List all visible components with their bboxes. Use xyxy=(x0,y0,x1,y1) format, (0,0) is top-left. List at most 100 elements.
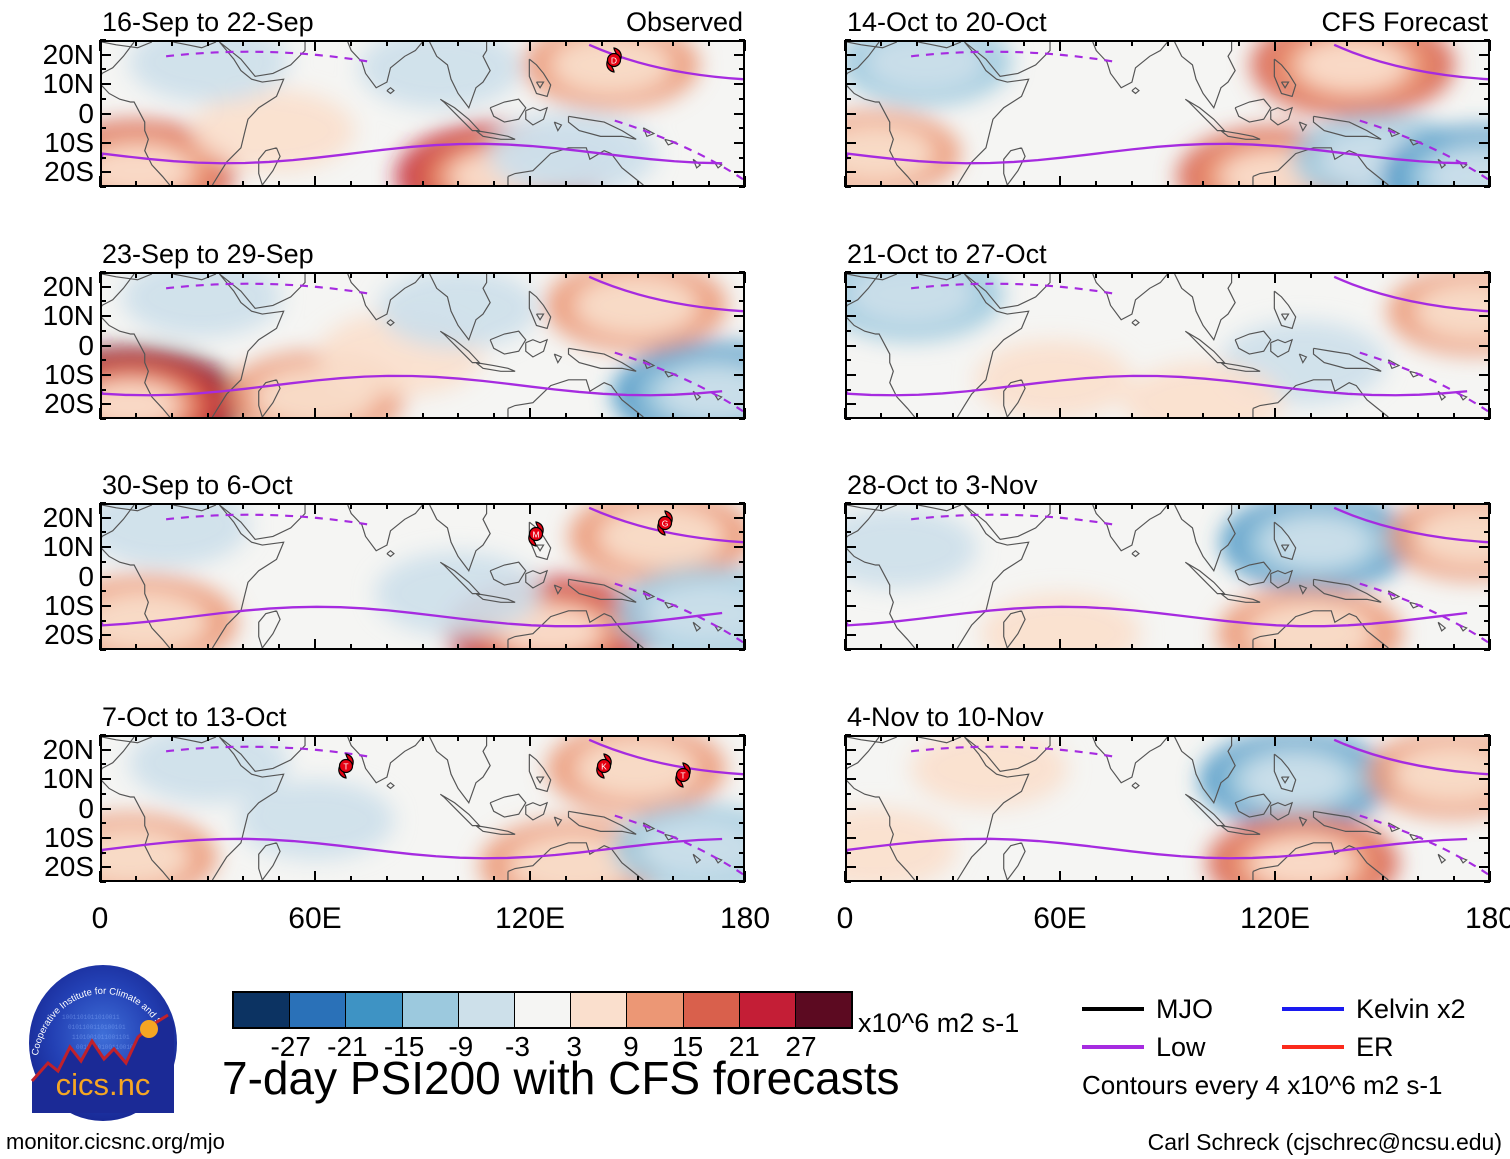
y-axis-label: 20N xyxy=(42,38,94,70)
low-contour-dashed-north xyxy=(910,282,1117,296)
low-contour-dashed-north xyxy=(165,745,372,759)
panel-title-obs-2: 23-Sep to 29-Sep xyxy=(102,239,314,269)
svg-text:K: K xyxy=(601,762,607,772)
axis-tick xyxy=(278,272,281,278)
axis-tick xyxy=(1479,285,1490,288)
svg-text:1101001011001101: 1101001011001101 xyxy=(72,1034,130,1041)
axis-tick xyxy=(1484,68,1490,71)
axis-tick xyxy=(421,876,424,882)
axis-tick xyxy=(493,735,496,741)
axis-tick xyxy=(242,413,245,419)
axis-tick xyxy=(1381,876,1384,882)
x-axis-label: 180 xyxy=(1464,902,1510,935)
axis-tick xyxy=(739,39,745,41)
axis-tick xyxy=(845,516,856,519)
footer-url: monitor.cicsnc.org/mjo xyxy=(6,1129,225,1154)
axis-tick xyxy=(457,40,460,46)
axis-tick xyxy=(1238,181,1241,187)
axis-tick xyxy=(879,644,882,650)
storm-marker-icon: D xyxy=(603,46,625,73)
legend-row: MJO Kelvin x2 xyxy=(1082,990,1502,1028)
axis-tick xyxy=(529,408,531,419)
axis-tick xyxy=(734,575,745,578)
axis-tick xyxy=(734,141,745,144)
axis-tick xyxy=(100,822,106,825)
axis-tick xyxy=(1309,272,1312,278)
low-contour-dashed xyxy=(1359,119,1488,181)
storm-marker-icon: T xyxy=(335,753,357,780)
axis-tick xyxy=(1202,40,1205,46)
axis-tick xyxy=(1274,735,1276,746)
axis-tick xyxy=(1484,329,1490,332)
legend-item-mjo: MJO xyxy=(1082,995,1282,1023)
colorbar-swatch-7 xyxy=(626,993,683,1027)
y-axis-label: 10N xyxy=(42,531,94,563)
low-contour-ne xyxy=(1333,275,1488,313)
y-axis-label: 20S xyxy=(44,388,94,420)
axis-tick xyxy=(672,503,675,509)
axis-tick xyxy=(242,40,245,46)
axis-tick xyxy=(1417,644,1420,650)
axis-tick xyxy=(636,644,639,650)
psi200-field-cfs-4 xyxy=(847,737,1488,880)
axis-tick xyxy=(1484,502,1490,504)
legend-line-swatch xyxy=(1282,1007,1344,1011)
axis-tick xyxy=(1166,272,1169,278)
axis-tick xyxy=(99,272,101,283)
psi200-field-obs-2 xyxy=(102,274,743,417)
psi200-field-cfs-2 xyxy=(847,274,1488,417)
colorbar-tick-label: -27 xyxy=(270,1031,311,1062)
axis-tick xyxy=(1417,181,1420,187)
axis-tick xyxy=(493,876,496,882)
axis-tick xyxy=(206,735,209,741)
low-contour-dashed-north xyxy=(165,513,372,527)
low-contour-solid xyxy=(847,837,1468,860)
axis-tick xyxy=(1345,876,1348,882)
axis-tick xyxy=(1023,644,1026,650)
axis-tick xyxy=(242,503,245,509)
low-contour-dashed xyxy=(614,119,743,181)
axis-tick xyxy=(385,272,388,278)
axis-tick xyxy=(100,83,111,86)
axis-tick xyxy=(1274,272,1276,283)
y-axis-label: 10N xyxy=(42,68,94,100)
axis-tick xyxy=(845,619,851,622)
axis-tick xyxy=(1479,748,1490,751)
legend-item-kelvin-x2: Kelvin x2 xyxy=(1282,993,1482,1024)
low-contour-ne xyxy=(1333,738,1488,776)
axis-tick xyxy=(845,590,851,593)
axis-tick xyxy=(1309,181,1312,187)
axis-tick xyxy=(845,53,856,56)
axis-tick xyxy=(421,40,424,46)
axis-tick xyxy=(100,186,106,188)
axis-tick xyxy=(100,418,106,420)
axis-tick xyxy=(457,413,460,419)
legend-row: Low ER xyxy=(1082,1028,1502,1066)
storm-marker-icon: G xyxy=(654,509,676,536)
coastlines xyxy=(102,505,723,648)
axis-tick xyxy=(987,876,990,882)
axis-tick xyxy=(636,272,639,278)
axis-tick xyxy=(734,315,745,318)
axis-tick xyxy=(1166,735,1169,741)
axis-tick xyxy=(744,176,746,187)
axis-tick xyxy=(1202,644,1205,650)
y-axis-label: 10S xyxy=(44,821,94,853)
axis-tick xyxy=(206,181,209,187)
axis-tick xyxy=(672,644,675,650)
panel-column-header-left: Observed xyxy=(625,7,743,37)
axis-tick xyxy=(1484,359,1490,362)
legend-item-low: Low xyxy=(1082,1033,1282,1061)
axis-tick xyxy=(100,97,106,100)
axis-tick xyxy=(1479,83,1490,86)
legend-label: Kelvin x2 xyxy=(1356,993,1466,1024)
axis-tick xyxy=(739,68,745,71)
axis-tick xyxy=(600,876,603,882)
axis-tick xyxy=(1479,373,1490,376)
axis-tick xyxy=(100,575,111,578)
svg-text:0010110100110010: 0010110100110010 xyxy=(76,1044,134,1051)
axis-tick xyxy=(845,531,851,534)
axis-tick xyxy=(951,876,954,882)
axis-tick xyxy=(529,871,531,882)
axis-tick xyxy=(1094,413,1097,419)
